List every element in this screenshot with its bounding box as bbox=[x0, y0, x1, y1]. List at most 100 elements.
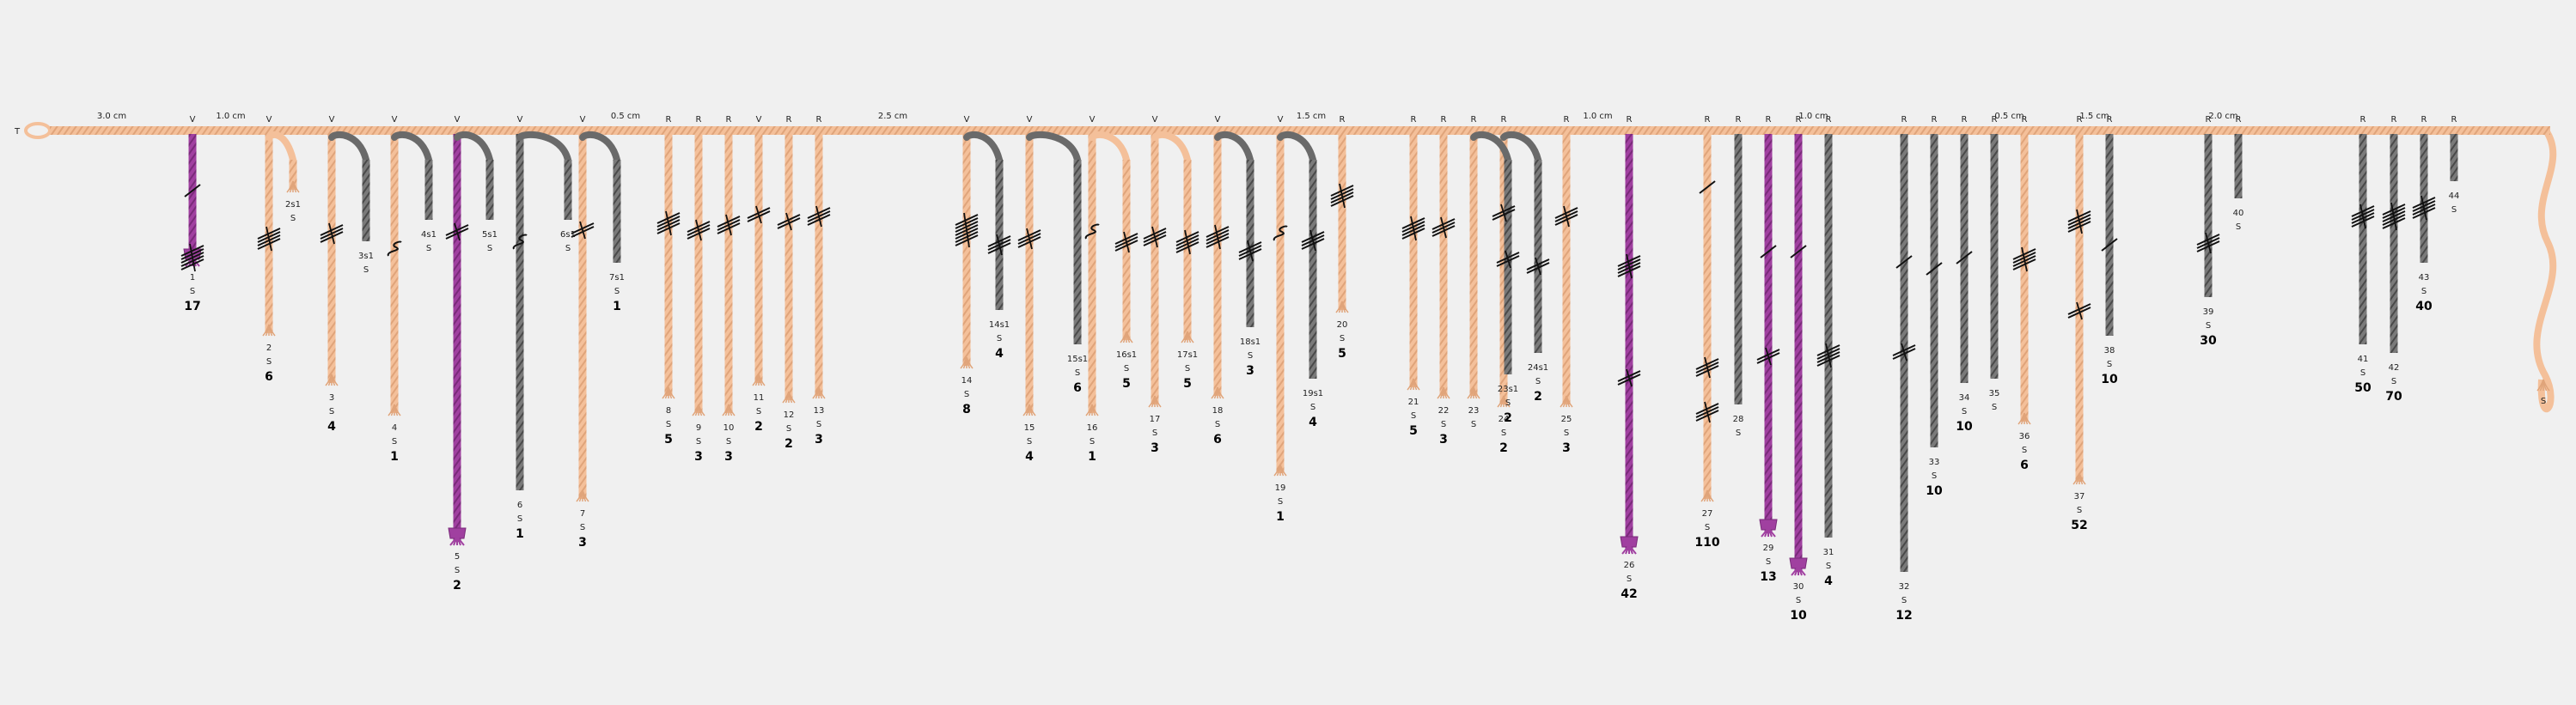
pendant-spin-label: S bbox=[1627, 574, 1632, 584]
knot-cluster bbox=[2382, 202, 2406, 231]
spacing-label: 1.0 cm bbox=[216, 112, 245, 121]
attachment-label: R bbox=[816, 115, 822, 125]
pendant-id-label: 37 bbox=[2074, 492, 2085, 501]
pendant-spin-label: S bbox=[1340, 334, 1345, 343]
pendant-spin-label: S bbox=[2421, 287, 2426, 296]
subsidiary-spin-label: S bbox=[565, 244, 571, 253]
pendant-id-label: 5 bbox=[455, 552, 460, 562]
pendant-id-label: 23 bbox=[1468, 406, 1480, 416]
pendant-cord-body bbox=[1338, 134, 1346, 310]
spacing-label: 3.0 cm bbox=[97, 112, 126, 121]
pendant-spin-label: S bbox=[2451, 205, 2457, 215]
pendant-cord-body bbox=[2420, 134, 2428, 263]
subsidiary-cord-body bbox=[1183, 160, 1192, 340]
subsidiary-cord-16s1 bbox=[1089, 131, 1133, 343]
attachment-label: R bbox=[696, 115, 702, 125]
attachment-label: R bbox=[1736, 115, 1742, 125]
attachment-label: V bbox=[1215, 115, 1221, 125]
attachment-label: R bbox=[666, 115, 672, 125]
pendant-cord-body bbox=[1824, 134, 1833, 538]
attachment-label: R bbox=[2421, 115, 2427, 125]
subsidiary-knot-cluster bbox=[1175, 229, 1199, 255]
attachment-label: V bbox=[190, 115, 196, 125]
pendant-spin-label: S bbox=[2077, 506, 2082, 515]
knot-cluster bbox=[1695, 401, 1719, 423]
pendant-spin-label: S bbox=[455, 566, 460, 575]
pendant-value-label: 4 bbox=[1025, 450, 1034, 464]
pendant-cord-body bbox=[1213, 134, 1222, 396]
subsidiary-spin-label: S bbox=[1310, 403, 1315, 412]
knot-cluster bbox=[1790, 245, 1807, 258]
knot-cluster bbox=[1895, 255, 1913, 269]
attachment-label: R bbox=[2107, 115, 2113, 125]
knot-cluster bbox=[1143, 226, 1167, 248]
pendant-id-label: 12 bbox=[784, 410, 795, 420]
subsidiary-cord-body bbox=[1246, 160, 1254, 327]
attachment-label: R bbox=[2360, 115, 2366, 125]
subsidiary-cord-body bbox=[362, 160, 370, 241]
subsidiary-spin-label: S bbox=[1185, 364, 1190, 374]
pendant-value-label: 3 bbox=[1439, 433, 1448, 447]
subsidiary-cord-body bbox=[1073, 160, 1082, 344]
subsidiary-id-label: 18s1 bbox=[1240, 337, 1261, 347]
subsidiary-id-label: 19s1 bbox=[1303, 389, 1323, 398]
pendant-end-tassel bbox=[1497, 395, 1511, 408]
subsidiary-value-label: 4 bbox=[1309, 416, 1317, 429]
pendant-spin-label: S bbox=[329, 407, 334, 416]
attachment-label: V bbox=[329, 115, 335, 125]
spacing-label: 1.5 cm bbox=[1297, 112, 1326, 121]
pendant-value-label: 3 bbox=[815, 433, 823, 447]
knot-cluster bbox=[777, 212, 801, 231]
primary-cord-loop bbox=[24, 122, 52, 139]
knot-cluster bbox=[1431, 216, 1456, 239]
attachment-label: V bbox=[1278, 115, 1284, 125]
pendant-value-label: 3 bbox=[1151, 441, 1159, 455]
pendant-id-label: 21 bbox=[1408, 398, 1419, 407]
knot-cluster bbox=[1330, 183, 1354, 209]
subsidiary-id-label: 23s1 bbox=[1498, 385, 1518, 394]
pendant-end-tassel bbox=[1335, 301, 1349, 313]
knot-cluster bbox=[2412, 195, 2436, 221]
pendant-value-label: 10 bbox=[1926, 484, 1943, 498]
pendant-spin-label: S bbox=[1901, 596, 1907, 605]
pendant-id-label: 18 bbox=[1212, 406, 1224, 416]
pendant-cord-body bbox=[1930, 134, 1938, 447]
pendant-cord-body bbox=[815, 134, 823, 396]
knot-cluster bbox=[387, 240, 402, 257]
pendant-cord-body bbox=[2234, 134, 2243, 198]
pendant-end-tassel bbox=[1620, 536, 1639, 555]
pendant-value-label: 40 bbox=[2415, 300, 2433, 313]
pendant-end-tassel bbox=[2017, 412, 2031, 425]
pendant-end-tassel bbox=[960, 356, 974, 369]
pendant-value-label: 17 bbox=[184, 300, 200, 313]
pendant-value-label: 10 bbox=[1790, 609, 1807, 623]
attachment-label: R bbox=[2022, 115, 2028, 125]
pendant-end-tassel bbox=[1560, 395, 1573, 408]
pendant-id-label: 33 bbox=[1929, 458, 1940, 467]
pendant-value-label: 1 bbox=[1276, 510, 1285, 524]
pendant-cord-body bbox=[724, 134, 733, 413]
subsidiary-knot-cluster bbox=[1496, 250, 1520, 269]
attachment-label: R bbox=[1962, 115, 1968, 125]
pendant-id-label: 28 bbox=[1733, 415, 1744, 424]
pendant-end-tassel bbox=[1273, 464, 1287, 477]
attachment-label: V bbox=[1152, 115, 1158, 125]
attachment-label: R bbox=[1627, 115, 1633, 125]
subsidiary-cord-18s1 bbox=[1214, 131, 1254, 327]
subsidiary-cord-23s1 bbox=[1470, 131, 1512, 374]
subsidiary-value-label: 4 bbox=[995, 347, 1004, 361]
pendant-value-label: 42 bbox=[1621, 587, 1637, 601]
pendant-value-label: 10 bbox=[1956, 420, 1973, 434]
subsidiary-cord-curve bbox=[1500, 131, 1541, 163]
knot-cluster bbox=[1756, 347, 1780, 366]
pendant-id-label: 17 bbox=[1150, 415, 1161, 424]
attachment-label: V bbox=[756, 115, 762, 125]
subsidiary-spin-label: S bbox=[363, 265, 369, 275]
pendant-end-tassel bbox=[1407, 378, 1420, 391]
attachment-label: R bbox=[1564, 115, 1570, 125]
subsidiary-cord-curve bbox=[963, 131, 1003, 163]
pendant-spin-label: S bbox=[517, 514, 522, 524]
pendant-value-label: 52 bbox=[2071, 519, 2087, 532]
pendant-id-label: 9 bbox=[696, 423, 701, 433]
subsidiary-cord-curve bbox=[328, 131, 369, 163]
